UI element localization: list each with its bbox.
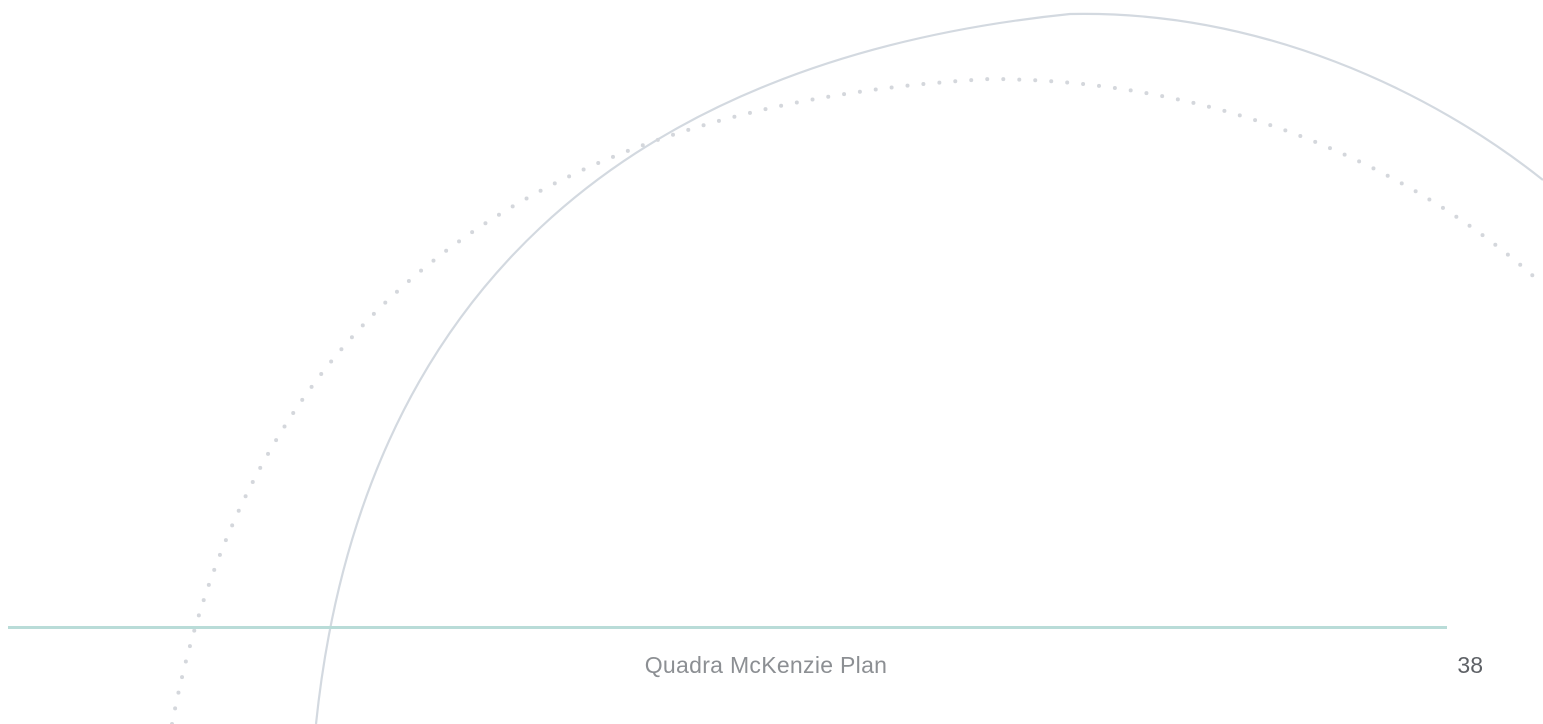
solid-arc bbox=[314, 12, 1543, 724]
footer-divider bbox=[8, 626, 1447, 629]
page-number: 38 bbox=[1457, 652, 1483, 678]
footer-document-title: Quadra McKenzie Plan bbox=[644, 652, 888, 678]
dotted-arc bbox=[170, 76, 1543, 724]
